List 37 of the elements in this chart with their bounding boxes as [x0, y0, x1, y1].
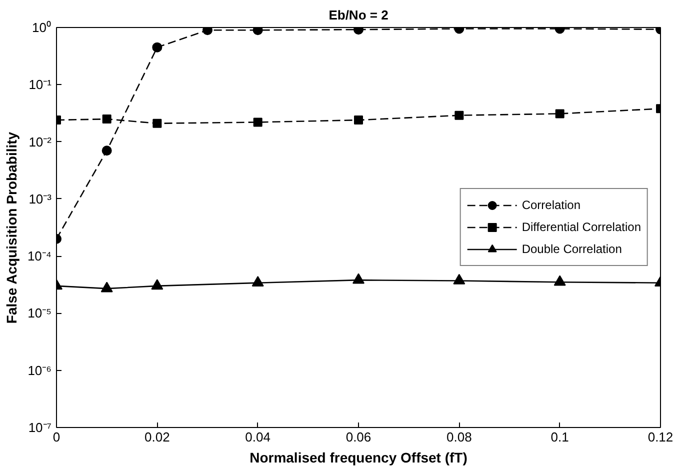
- point: [252, 28, 263, 36]
- point: [454, 110, 464, 120]
- x-tick-label: 0.06: [346, 430, 372, 444]
- point: [100, 282, 113, 292]
- y-axis-title: False Acquisition Probability: [3, 132, 20, 324]
- point: [352, 273, 364, 284]
- x-tick-label: 0: [52, 430, 60, 444]
- y-tick-label: 10⁻⁶: [28, 362, 52, 378]
- point: [555, 109, 564, 118]
- x-tick-label: 0.1: [550, 430, 569, 444]
- legend-label: Double Correlation: [522, 242, 622, 256]
- x-tick-label: 0.02: [144, 430, 170, 444]
- point: [102, 146, 112, 156]
- x-axis-title: Normalised frequency Offset (fT): [250, 450, 468, 466]
- y-tick-label: 10⁻⁷: [28, 420, 52, 435]
- point: [354, 116, 363, 125]
- y-tick-label: 10⁻²: [28, 134, 52, 150]
- x-tick-label: 0.04: [245, 430, 270, 444]
- point: [554, 275, 566, 286]
- point: [102, 114, 112, 124]
- y-tick-label: 10⁻⁴: [27, 248, 52, 264]
- point: [453, 274, 466, 284]
- x-tick-label: 0.12: [648, 430, 674, 444]
- legend-label: Differential Correlation: [522, 220, 641, 234]
- y-tick-label: 10⁻³: [28, 191, 52, 206]
- chart-title: Eb/No = 2: [328, 8, 388, 22]
- point: [252, 276, 264, 287]
- point: [152, 118, 162, 128]
- x-tick-label: 0.08: [446, 430, 472, 444]
- point: [202, 28, 212, 36]
- y-tick-label: 10⁻¹: [28, 77, 52, 92]
- point: [151, 279, 164, 290]
- y-tick-label: 10⁰: [32, 20, 52, 35]
- point: [152, 42, 162, 52]
- y-tick-label: 10⁻⁵: [28, 306, 52, 321]
- legend-label: Correlation: [522, 198, 581, 212]
- point: [253, 118, 262, 127]
